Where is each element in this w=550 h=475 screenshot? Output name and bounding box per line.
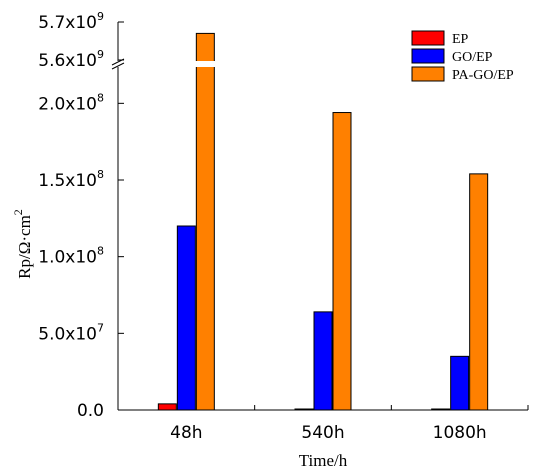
y-tick-exponent: 9 bbox=[97, 48, 104, 61]
bar-pa-go-ep-1080h bbox=[469, 173, 489, 411]
y-tick-mantissa: 5.0x10 bbox=[38, 324, 97, 344]
y-tick-exponent: 9 bbox=[97, 10, 104, 23]
bar-go-ep-48h bbox=[176, 225, 196, 411]
x-tick-label: 540h bbox=[301, 423, 344, 443]
legend-swatch-go-ep bbox=[411, 48, 445, 64]
x-tick-label: 48h bbox=[170, 423, 202, 443]
y-tick-mantissa: 5.7x10 bbox=[38, 13, 97, 33]
legend: EP GO/EP PA-GO/EP bbox=[411, 30, 514, 83]
bars-layer bbox=[118, 32, 528, 411]
y-axis-title: Rp/Ω·cm2 bbox=[11, 209, 34, 279]
y-tick-label: 5.0x107 bbox=[38, 321, 104, 344]
y-tick-exponent: 8 bbox=[97, 91, 104, 104]
legend-swatch-pa-go-ep bbox=[411, 66, 445, 82]
bar-go-ep-1080h bbox=[450, 355, 470, 411]
y-tick-label: 2.0x108 bbox=[38, 91, 104, 114]
axis-break-mark bbox=[111, 62, 125, 70]
y-tick-label: 5.7x109 bbox=[38, 10, 104, 33]
bar-ep-48h bbox=[157, 403, 177, 411]
x-tick-label: 1080h bbox=[433, 423, 487, 443]
y-tick-mantissa: 2.0x10 bbox=[38, 94, 97, 114]
y-tick-exponent: 8 bbox=[97, 168, 104, 181]
y-axis-title-exponent: 2 bbox=[11, 209, 25, 215]
y-tick-label: 1.5x108 bbox=[38, 168, 104, 191]
legend-swatch-ep bbox=[411, 30, 445, 46]
y-axis-title-text: Rp/Ω·cm bbox=[15, 215, 34, 279]
legend-label: PA-GO/EP bbox=[452, 68, 514, 83]
x-axis-title: Time/h bbox=[299, 451, 348, 470]
y-tick-mantissa: 0.0 bbox=[77, 401, 104, 421]
y-tick-label: 1.0x108 bbox=[38, 245, 104, 268]
legend-label: GO/EP bbox=[452, 50, 493, 65]
labels-layer: 48h 540h 1080h0.05.0x1071.0x1081.5x1082.0x… bbox=[11, 10, 487, 470]
bar-pa-go-ep-48h bbox=[195, 32, 215, 411]
axes-layer bbox=[111, 21, 529, 411]
legend-label: EP bbox=[452, 32, 469, 47]
y-tick-label: 5.6x109 bbox=[38, 48, 104, 71]
y-tick-exponent: 7 bbox=[97, 321, 104, 334]
bar-pa-go-ep-540h bbox=[332, 112, 352, 411]
y-tick-mantissa: 5.6x10 bbox=[38, 51, 97, 71]
axis-break-gap bbox=[118, 61, 528, 67]
y-tick-mantissa: 1.0x10 bbox=[38, 248, 97, 268]
y-tick-label: 0.0 bbox=[77, 401, 104, 421]
y-tick-exponent: 8 bbox=[97, 245, 104, 258]
bar-go-ep-540h bbox=[313, 311, 333, 411]
y-tick-mantissa: 1.5x10 bbox=[38, 171, 97, 191]
